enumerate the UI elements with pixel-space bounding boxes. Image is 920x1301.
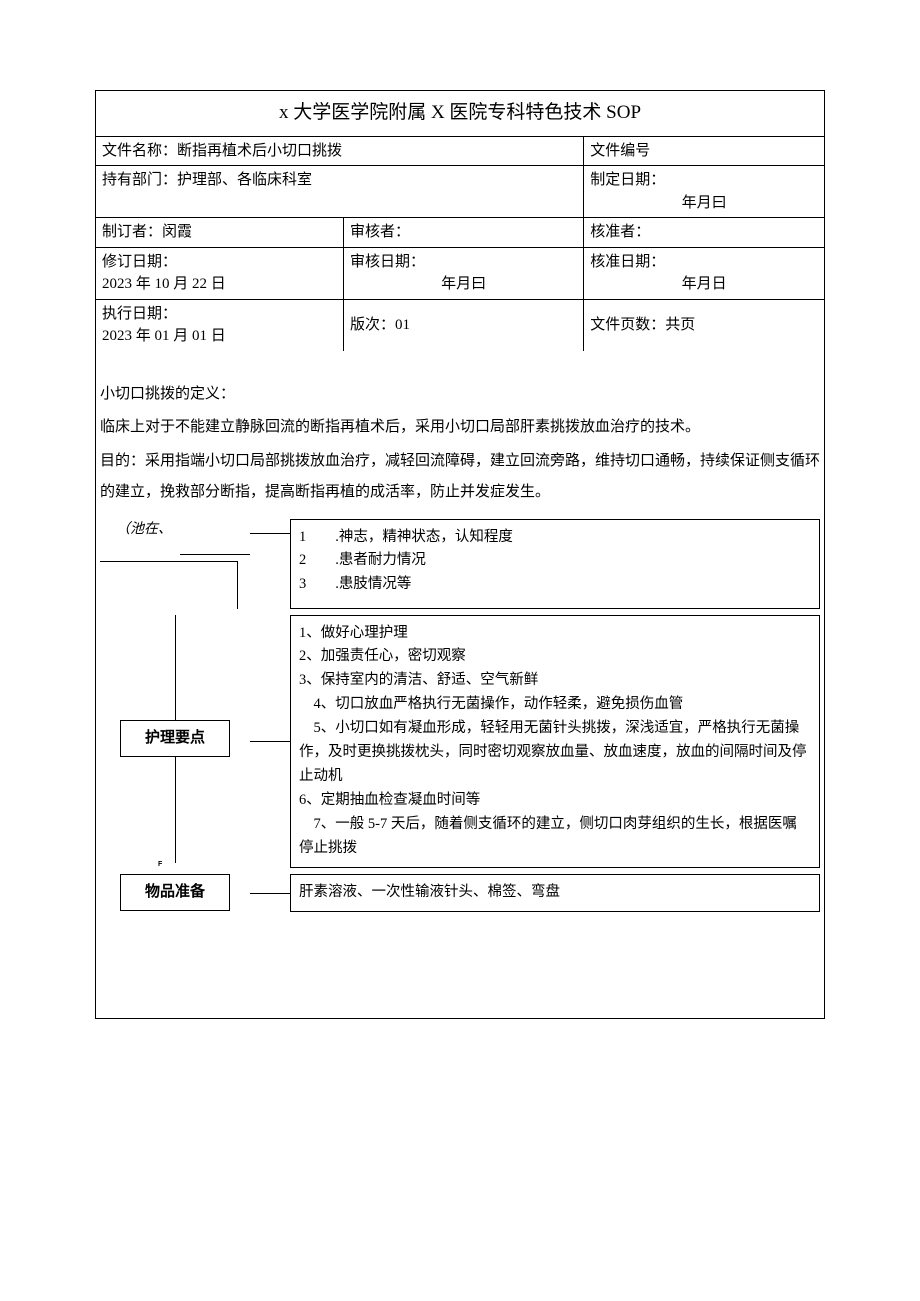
file-name-cell: 文件名称：断指再植术后小切口挑拨	[96, 137, 584, 166]
pages-value: 共页	[665, 317, 695, 333]
assess-left-label: （池在、	[100, 519, 172, 540]
revise-date-label: 修订日期：	[102, 251, 337, 274]
create-date-label: 制定日期：	[590, 169, 818, 192]
dept-label: 持有部门：	[102, 172, 177, 188]
pages-label: 文件页数：	[590, 317, 665, 333]
meta-table: 文件名称：断指再植术后小切口挑拨 文件编号 持有部门：护理部、各临床科室 制定日…	[96, 137, 824, 351]
definition-title: 小切口挑拨的定义：	[100, 379, 820, 411]
supply-node: 物品准备	[120, 874, 230, 911]
exec-date-value: 2023 年 01 月 01 日	[102, 325, 337, 348]
review-date-label: 审核日期：	[350, 251, 577, 274]
version-label: 版次：	[350, 317, 395, 333]
create-date-cell: 制定日期： 年月曰	[584, 166, 824, 218]
approve-date-label: 核准日期：	[590, 251, 818, 274]
create-date-value: 年月曰	[590, 192, 818, 215]
revise-date-cell: 修订日期： 2023 年 10 月 22 日	[96, 247, 344, 299]
dept-value: 护理部、各临床科室	[177, 172, 312, 188]
author-cell: 制订者：闵霞	[96, 218, 344, 248]
pages-cell: 文件页数：共页	[584, 299, 824, 351]
care-content: 1、做好心理护理 2、加强责任心，密切观察 3、保持室内的清洁、舒适、空气新鲜 …	[290, 615, 820, 868]
care-node: 护理要点	[120, 720, 230, 757]
connector-2	[250, 615, 290, 868]
assess-left-block: （池在、	[100, 519, 250, 609]
assess-content: 1 .神志，精神状态，认知程度 2 .患者耐力情况 3 .患肢情况等	[290, 519, 820, 609]
care-left: 护理要点 F	[100, 615, 250, 868]
reviewer-cell: 审核者：	[344, 218, 584, 248]
file-name-value: 断指再植术后小切口挑拨	[177, 143, 342, 159]
doc-title: x 大学医学院附属 X 医院专科特色技术 SOP	[96, 91, 824, 137]
supply-left: 物品准备	[100, 874, 250, 912]
vline-bottom	[175, 757, 176, 863]
version-value: 01	[395, 317, 410, 333]
assess-line2	[100, 561, 238, 609]
author-value: 闵霞	[162, 224, 192, 240]
revise-date-value: 2023 年 10 月 22 日	[102, 273, 337, 296]
assess-row: （池在、 1 .神志，精神状态，认知程度 2 .患者耐力情况 3 .患肢情况等	[100, 519, 820, 609]
arrow-f-label: F	[100, 861, 162, 868]
vline-top	[175, 615, 176, 721]
purpose-text: 目的：采用指端小切口局部挑拨放血治疗，减轻回流障碍，建立回流旁路，维持切口通畅，…	[100, 446, 820, 509]
exec-date-cell: 执行日期： 2023 年 01 月 01 日	[96, 299, 344, 351]
supply-content: 肝素溶液、一次性输液针头、棉签、弯盘	[290, 874, 820, 912]
body-area: 小切口挑拨的定义： 临床上对于不能建立静脉回流的断指再植术后，采用小切口局部肝素…	[96, 351, 824, 1018]
file-no-cell: 文件编号	[584, 137, 824, 166]
review-date-cell: 审核日期： 年月曰	[344, 247, 584, 299]
exec-date-label: 执行日期：	[102, 303, 337, 326]
approve-date-cell: 核准日期： 年月日	[584, 247, 824, 299]
dept-cell: 持有部门：护理部、各临床科室	[96, 166, 584, 218]
bottom-padding	[100, 918, 820, 1008]
file-name-label: 文件名称：	[102, 143, 177, 159]
author-label: 制订者：	[102, 224, 162, 240]
supply-row: 物品准备 肝素溶液、一次性输液针头、棉签、弯盘	[100, 874, 820, 912]
definition-text: 临床上对于不能建立静脉回流的断指再植术后，采用小切口局部肝素挑拨放血治疗的技术。	[100, 412, 820, 444]
assess-line1	[180, 554, 250, 555]
version-cell: 版次：01	[344, 299, 584, 351]
flow-diagram: （池在、 1 .神志，精神状态，认知程度 2 .患者耐力情况 3 .患肢情况等 …	[100, 519, 820, 912]
approve-date-value: 年月日	[590, 273, 818, 296]
connector-3	[250, 874, 290, 912]
care-row: 护理要点 F 1、做好心理护理 2、加强责任心，密切观察 3、保持室内的清洁、舒…	[100, 615, 820, 868]
review-date-value: 年月曰	[350, 273, 577, 296]
document-frame: x 大学医学院附属 X 医院专科特色技术 SOP 文件名称：断指再植术后小切口挑…	[95, 90, 825, 1019]
approver-cell: 核准者：	[584, 218, 824, 248]
